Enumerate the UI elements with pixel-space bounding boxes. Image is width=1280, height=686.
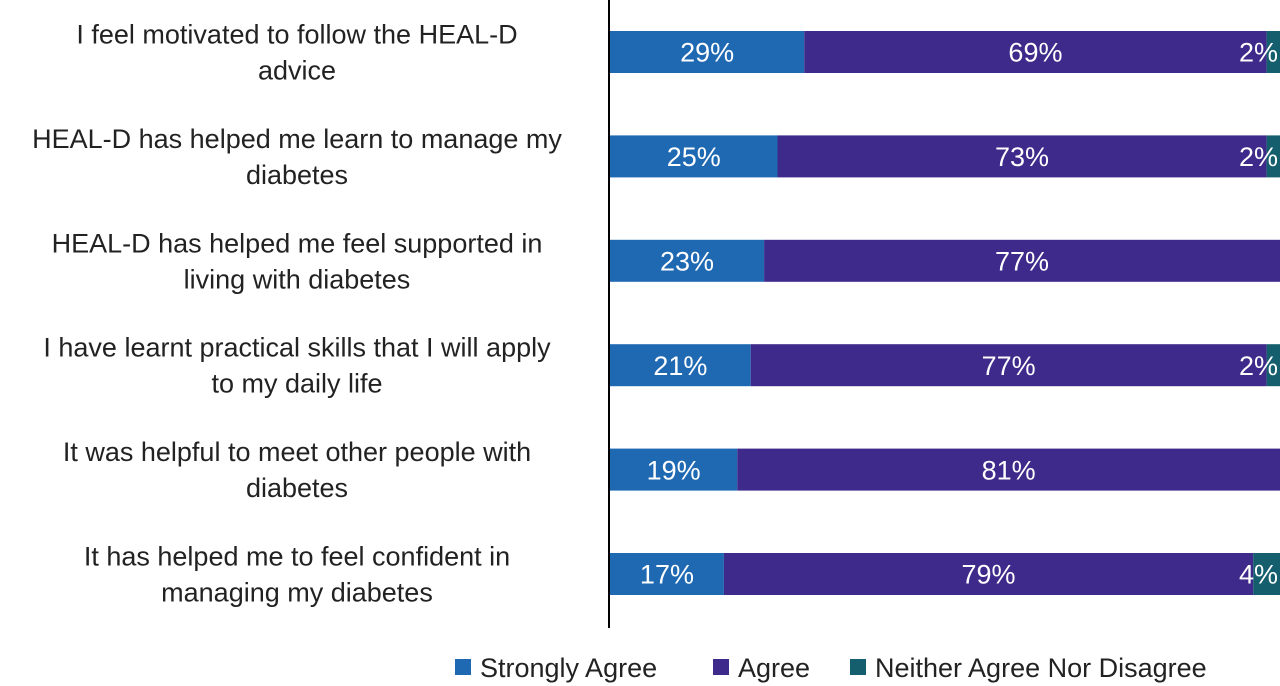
category-label: advice <box>258 55 336 85</box>
data-label: 2% <box>1239 351 1278 381</box>
data-label: 77% <box>982 351 1036 381</box>
bar-segment-strongly-agree <box>610 553 724 595</box>
bar-segment-strongly-agree <box>610 135 778 178</box>
data-label: 69% <box>1008 38 1062 68</box>
category-label: I have learnt practical skills that I wi… <box>43 333 551 363</box>
data-label: 2% <box>1239 38 1278 68</box>
data-label: 73% <box>995 142 1049 172</box>
data-label: 2% <box>1239 142 1278 172</box>
bars <box>610 31 1280 595</box>
legend-label: Strongly Agree <box>480 653 657 683</box>
category-label: HEAL-D has helped me feel supported in <box>52 228 543 258</box>
data-label: 23% <box>660 247 714 277</box>
bar-segment-agree <box>777 135 1267 178</box>
legend-swatch <box>713 659 729 675</box>
bar-segment-strongly-agree <box>610 344 751 387</box>
bar-segment-agree <box>723 553 1254 595</box>
category-label: It has helped me to feel confident in <box>84 541 510 571</box>
legend: Strongly Agree Agree Neither Agree Nor Dis… <box>455 653 1207 683</box>
category-label: It was helpful to meet other people with <box>63 437 531 467</box>
bar-segment-strongly-agree <box>610 448 738 491</box>
data-label: 29% <box>680 38 734 68</box>
legend-label: Agree <box>738 653 810 683</box>
data-labels: 29% 69% 2% 25% 73% 2% 23% 77% 21% 77% 2% 19% 81% 17% 7… <box>640 38 1278 590</box>
data-label: 25% <box>667 142 721 172</box>
legend-label: Neither Agree Nor Disagree <box>875 653 1207 683</box>
category-label: living with diabetes <box>184 264 411 294</box>
data-label: 77% <box>995 247 1049 277</box>
bar-segment-agree <box>737 448 1280 491</box>
bar-segment-neither-agree-nor-disagree <box>1266 31 1280 73</box>
bar-segment-neither-agree-nor-disagree <box>1253 553 1280 595</box>
bar-segment-strongly-agree <box>610 239 765 282</box>
bar-segment-agree <box>764 239 1280 282</box>
category-label: managing my diabetes <box>161 577 433 607</box>
category-labels: I feel motivated to follow the HEAL-D adv… <box>32 19 562 607</box>
legend-swatch <box>455 659 471 675</box>
data-label: 4% <box>1239 560 1278 590</box>
legend-swatch <box>850 659 866 675</box>
category-label: I feel motivated to follow the HEAL-D <box>76 19 517 49</box>
data-label: 17% <box>640 560 694 590</box>
bar-segment-agree <box>750 344 1267 387</box>
category-label: diabetes <box>246 160 348 190</box>
data-label: 21% <box>653 351 707 381</box>
category-label: to my daily life <box>211 369 382 399</box>
category-label: diabetes <box>246 473 348 503</box>
bar-segment-neither-agree-nor-disagree <box>1266 135 1280 178</box>
category-label: HEAL-D has helped me learn to manage my <box>32 124 562 154</box>
data-label: 19% <box>647 455 701 485</box>
data-label: 81% <box>982 455 1036 485</box>
bar-segment-agree <box>804 31 1267 73</box>
data-label: 79% <box>962 560 1016 590</box>
bar-segment-neither-agree-nor-disagree <box>1266 344 1280 387</box>
bar-segment-strongly-agree <box>610 31 805 73</box>
